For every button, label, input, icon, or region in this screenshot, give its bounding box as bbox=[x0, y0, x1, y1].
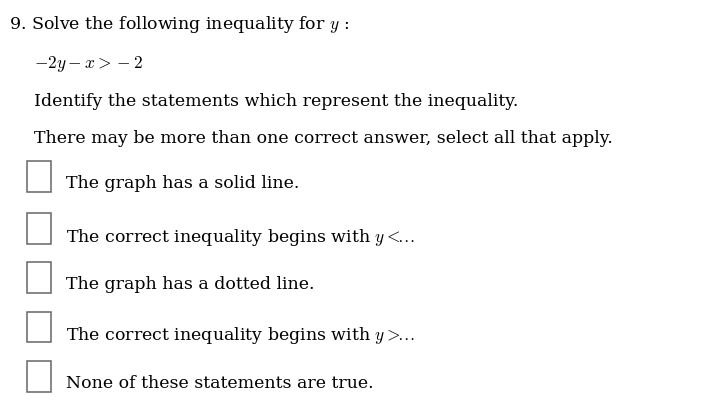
Bar bbox=[27, 311, 51, 342]
Bar bbox=[27, 262, 51, 293]
Text: The correct inequality begins with $y <\!\!\ldots$: The correct inequality begins with $y <\… bbox=[66, 227, 415, 248]
Text: The correct inequality begins with $y >\!\!\ldots$: The correct inequality begins with $y >\… bbox=[66, 325, 415, 346]
Text: 9. Solve the following inequality for $y$ :: 9. Solve the following inequality for $y… bbox=[9, 14, 349, 35]
Text: The graph has a dotted line.: The graph has a dotted line. bbox=[66, 276, 315, 293]
Bar bbox=[27, 361, 51, 392]
Text: The graph has a solid line.: The graph has a solid line. bbox=[66, 175, 299, 192]
Text: There may be more than one correct answer, select all that apply.: There may be more than one correct answe… bbox=[34, 130, 613, 147]
Text: None of these statements are true.: None of these statements are true. bbox=[66, 375, 373, 392]
Text: Identify the statements which represent the inequality.: Identify the statements which represent … bbox=[34, 93, 518, 110]
Text: $-2y - x > -2$: $-2y - x > -2$ bbox=[34, 54, 144, 74]
Bar bbox=[27, 213, 51, 243]
Bar bbox=[27, 161, 51, 192]
